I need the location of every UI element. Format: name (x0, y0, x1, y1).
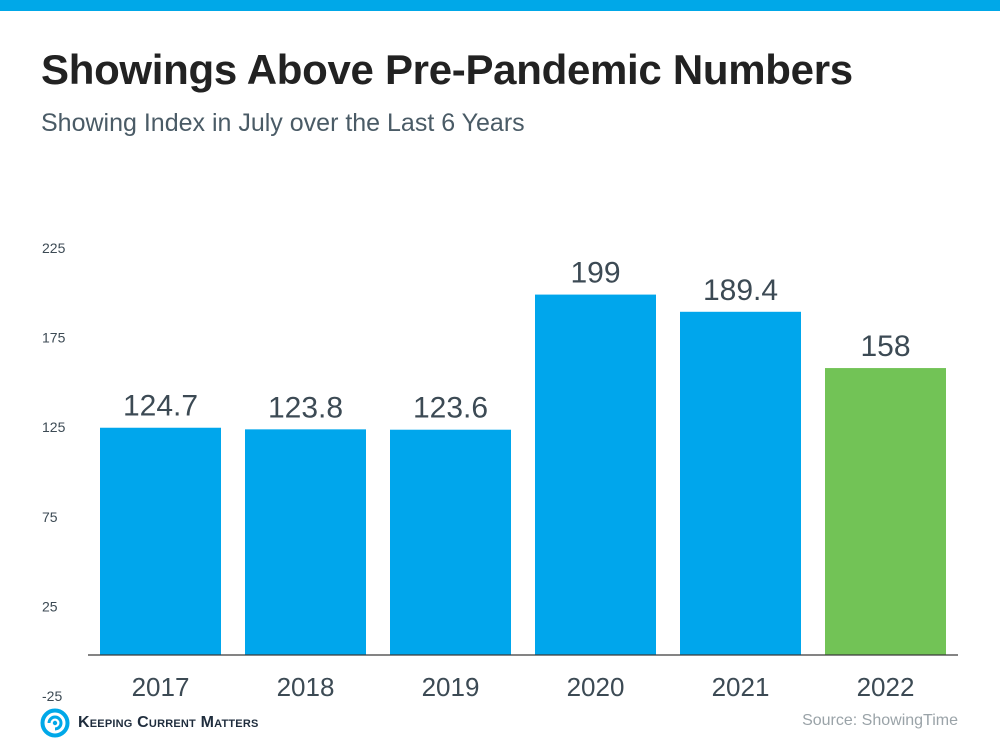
bar (680, 311, 801, 655)
bar (390, 429, 511, 655)
x-category-label: 2017 (132, 672, 190, 702)
brand-name: Keeping Current Matters (78, 714, 259, 731)
bar (535, 294, 656, 655)
bar-value-label: 199 (570, 257, 620, 290)
top-accent-stripe (0, 0, 1000, 11)
x-category-label: 2022 (857, 672, 915, 702)
bar-value-label: 123.6 (413, 392, 488, 425)
x-category-label: 2018 (277, 672, 335, 702)
bar (100, 427, 221, 655)
x-category-label: 2020 (567, 672, 625, 702)
source-credit: Source: ShowingTime (802, 712, 958, 729)
y-tick-label: -25 (42, 688, 62, 704)
bar-value-label: 124.7 (123, 390, 198, 423)
y-tick-label: 125 (42, 419, 66, 435)
page-subtitle: Showing Index in July over the Last 6 Ye… (41, 109, 525, 137)
x-category-label: 2021 (712, 672, 770, 702)
bar (245, 429, 366, 655)
brand-logo: Keeping Current Matters (40, 708, 259, 738)
bar-value-label: 123.8 (268, 391, 343, 424)
bar (825, 368, 946, 655)
brand-swirl-icon (40, 708, 70, 738)
y-tick-label: 75 (42, 509, 58, 525)
x-category-label: 2019 (422, 672, 480, 702)
bar-value-label: 158 (860, 330, 910, 363)
page-title: Showings Above Pre-Pandemic Numbers (41, 46, 853, 93)
y-tick-label: 225 (42, 240, 66, 256)
y-tick-label: 175 (42, 330, 66, 346)
bar-value-label: 189.4 (703, 274, 778, 307)
y-tick-label: 25 (42, 598, 58, 614)
